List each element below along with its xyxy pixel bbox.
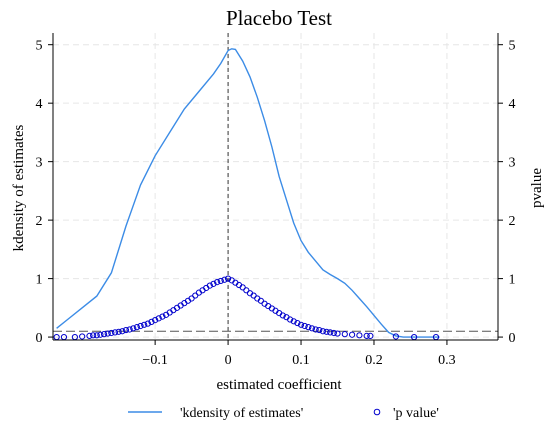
grid-lines [53,33,498,340]
pvalue-point [159,313,166,320]
y-axis-label-right: pvalue [529,168,545,208]
y-tick-label-left: 1 [36,273,43,288]
pvalue-point [294,319,301,327]
legend-pvalue-label: 'p value' [393,406,439,421]
pvalue-point [133,324,140,331]
pvalue-point [312,326,319,333]
legend: 'kdensity of estimates' 'p value' [128,406,439,421]
pvalue-point [206,282,213,289]
pvalue-point [115,328,122,335]
pvalue-series [53,275,440,341]
pvalue-point [334,330,341,337]
pvalue-point [297,321,305,328]
pvalue-point [93,332,100,339]
pvalue-point [119,328,126,335]
y-tick-label-right: 4 [509,97,516,112]
pvalue-point [239,284,246,291]
kdensity-line [56,48,440,338]
pvalue-point [323,328,330,335]
kdensity-series [56,48,440,338]
y-tick-label-left: 3 [36,156,43,171]
pvalue-point [330,329,337,337]
pvalue-point [305,324,312,331]
y-tick-label-left: 2 [36,214,43,229]
pvalue-point [97,331,104,338]
pvalue-point [250,292,257,299]
reference-lines [53,33,498,340]
pvalue-point [301,322,308,330]
x-tick-label: 0 [225,353,232,368]
pvalue-point [341,331,348,338]
chart-title: Placebo Test [226,6,332,30]
pvalue-point [122,326,130,334]
pvalue-point [224,275,232,282]
pvalue-point [308,325,316,332]
pvalue-point [243,287,250,294]
pvalue-point [214,279,221,286]
x-tick-label: −0.1 [142,353,167,368]
pvalue-point [290,318,297,325]
pvalue-point [286,316,294,323]
pvalue-point [152,317,159,324]
pvalue-point [155,315,162,322]
y-tick-label-right: 0 [509,331,516,346]
y-tick-label-left: 5 [36,39,43,54]
y-tick-label-right: 2 [509,214,516,229]
pvalue-point [108,329,115,337]
pvalue-point [144,320,151,327]
pvalue-point [90,332,97,339]
axes [48,33,503,345]
pvalue-point [316,326,323,334]
pvalue-point [130,325,137,332]
pvalue-point [79,333,86,340]
pvalue-point [356,332,363,339]
pvalue-point [148,318,155,325]
y-axis-label-left: kdensity of estimates [11,125,27,252]
pvalue-point [392,333,399,340]
pvalue-point [111,329,119,336]
pvalue-point [192,292,199,299]
pvalue-point [126,326,133,333]
pvalue-point [257,297,265,304]
y-tick-label-left: 0 [36,331,43,346]
pvalue-point [188,295,195,302]
y-tick-label-left: 4 [36,97,43,112]
pvalue-point [279,312,286,319]
y-tick-label-right: 5 [509,39,516,54]
x-tick-label: 0.1 [292,353,310,368]
pvalue-point [104,330,111,337]
legend-pvalue-swatch [373,408,381,416]
x-axis-label: estimated coefficient [216,377,342,393]
y-tick-label-right: 3 [509,156,516,171]
x-tick-label: 0.3 [438,353,456,368]
pvalue-point [221,276,228,283]
pvalue-point [319,328,327,335]
pvalue-point [327,329,334,336]
pvalue-point [100,331,108,338]
tick-labels: 0 0 1 1 2 2 3 3 4 4 5 5 −0.1 0 0.1 0.2 0.3 [36,39,516,368]
y-tick-label-right: 1 [509,273,516,288]
x-tick-label: 0.2 [365,353,383,368]
pvalue-point [210,280,217,287]
pvalue-point [217,277,224,285]
pvalue-point [86,332,93,340]
pvalue-point [141,321,148,328]
pvalue-point [348,331,356,338]
legend-kdensity-label: 'kdensity of estimates' [180,406,303,421]
pvalue-point [137,322,144,330]
pvalue-point [367,332,374,340]
pvalue-point [363,332,370,340]
